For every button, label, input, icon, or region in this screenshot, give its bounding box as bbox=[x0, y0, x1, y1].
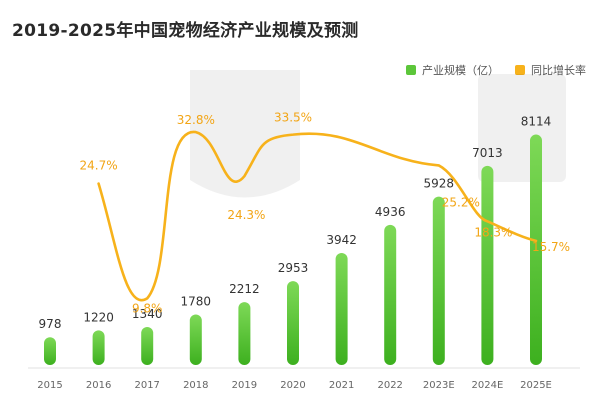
legend-item-bar: 产业规模（亿） bbox=[406, 62, 499, 78]
bar bbox=[92, 330, 105, 365]
bar-value-label: 5928 bbox=[424, 177, 455, 191]
x-tick-label: 2022 bbox=[377, 380, 402, 391]
growth-rate-label: 25.2% bbox=[442, 195, 480, 209]
bar-value-label: 1340 bbox=[132, 307, 163, 321]
legend-label-line: 同比增长率 bbox=[531, 64, 586, 77]
growth-rate-label: 24.3% bbox=[227, 208, 265, 222]
x-tick-label: 2024E bbox=[472, 380, 504, 391]
watermark-logo bbox=[190, 70, 566, 198]
bar-value-label: 4936 bbox=[375, 205, 406, 219]
bar-value-label: 1220 bbox=[83, 310, 114, 324]
bar-value-label: 8114 bbox=[521, 115, 552, 129]
bar bbox=[432, 196, 445, 365]
bar bbox=[238, 302, 251, 365]
growth-rate-label: 24.7% bbox=[80, 159, 118, 173]
bar bbox=[384, 224, 397, 365]
legend: 产业规模（亿） 同比增长率 bbox=[406, 62, 586, 78]
bar bbox=[481, 165, 494, 365]
growth-rate-label: 33.5% bbox=[274, 111, 312, 125]
growth-rate-line bbox=[97, 130, 538, 302]
bar-value-label: 1780 bbox=[181, 294, 212, 308]
legend-label-bar: 产业规模（亿） bbox=[422, 64, 499, 77]
bar bbox=[44, 337, 56, 365]
x-tick-label: 2016 bbox=[86, 380, 111, 391]
bar-value-label: 7013 bbox=[472, 146, 503, 160]
x-tick-label: 2020 bbox=[280, 380, 305, 391]
bar bbox=[335, 253, 348, 365]
bar bbox=[141, 326, 154, 365]
x-tick-label: 2023E bbox=[423, 380, 455, 391]
growth-rate-label: 15.7% bbox=[532, 240, 570, 254]
bar-value-label: 2953 bbox=[278, 261, 309, 275]
bar bbox=[287, 281, 299, 365]
x-tick-label: 2015 bbox=[37, 380, 62, 391]
x-tick-label: 2019 bbox=[232, 380, 257, 391]
legend-swatch-line bbox=[515, 65, 525, 75]
bar bbox=[189, 314, 202, 365]
chart-title: 2019-2025年中国宠物经济产业规模及预测 bbox=[12, 21, 359, 41]
growth-rate-label: 32.8% bbox=[177, 113, 215, 127]
bar bbox=[530, 134, 542, 365]
bar-value-label: 978 bbox=[39, 317, 62, 331]
x-tick-label: 2018 bbox=[183, 380, 208, 391]
x-tick-label: 2025E bbox=[520, 380, 552, 391]
bar-value-label: 3942 bbox=[326, 233, 357, 247]
x-tick-label: 2021 bbox=[329, 380, 354, 391]
legend-item-line: 同比增长率 bbox=[515, 62, 586, 78]
growth-rate-label: 9.8% bbox=[132, 301, 163, 315]
legend-swatch-bar bbox=[406, 65, 416, 75]
x-tick-label: 2017 bbox=[134, 380, 159, 391]
bar-value-label: 2212 bbox=[229, 282, 260, 296]
growth-rate-label: 18.3% bbox=[474, 225, 512, 239]
